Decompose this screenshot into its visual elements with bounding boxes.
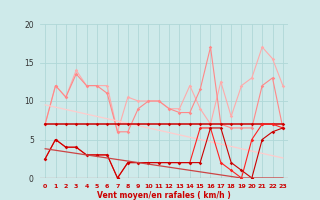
X-axis label: Vent moyen/en rafales ( km/h ): Vent moyen/en rafales ( km/h ) [97, 191, 231, 200]
